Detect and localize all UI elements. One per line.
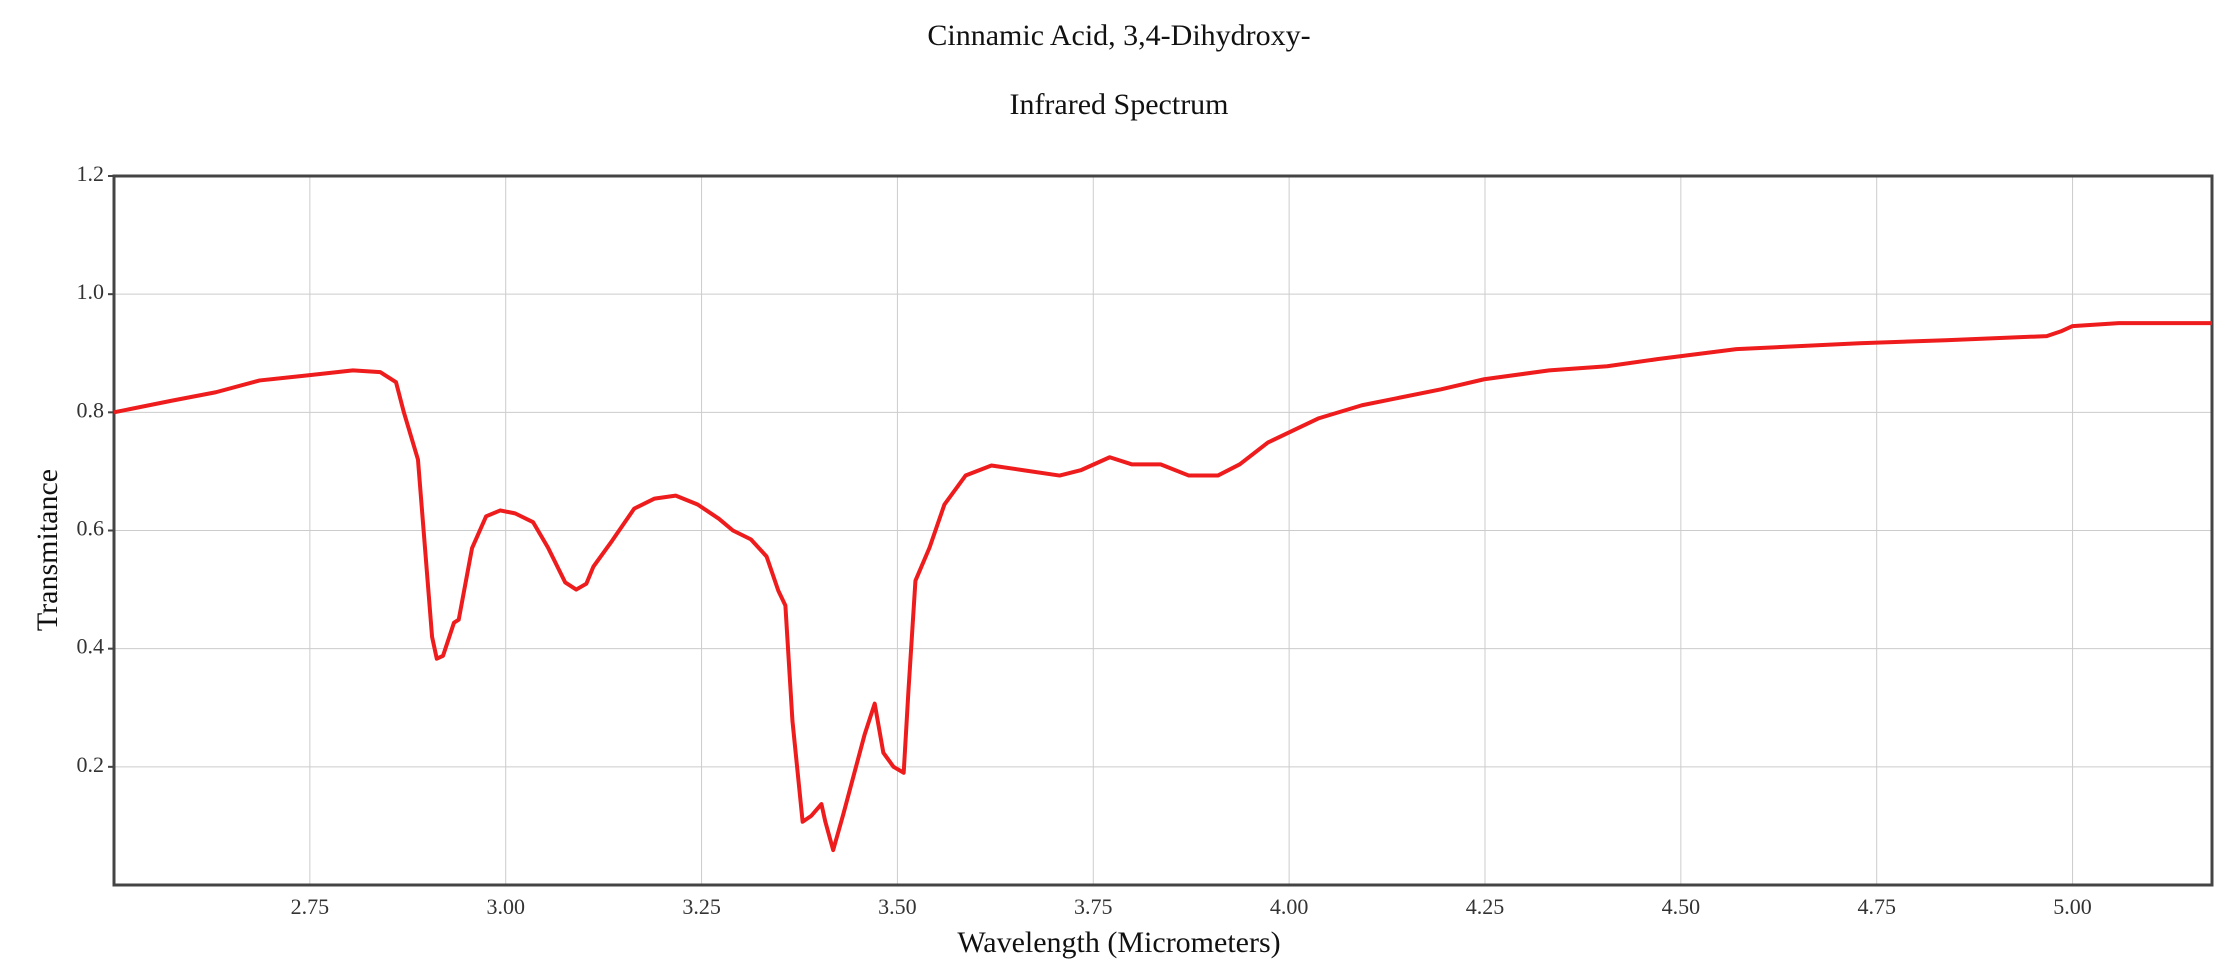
y-tick-label: 0.6 (77, 516, 105, 541)
y-tick-label: 0.4 (77, 634, 105, 659)
x-tick-label: 4.25 (1466, 894, 1505, 919)
y-axis-label: Transmitance (31, 469, 64, 631)
y-tick-label: 0.2 (77, 752, 105, 777)
x-tick-label: 3.50 (878, 894, 917, 919)
x-tick-label: 3.25 (682, 894, 721, 919)
chart-title: Cinnamic Acid, 3,4-Dihydroxy- (927, 19, 1310, 52)
x-tick-label: 5.00 (2053, 894, 2092, 919)
x-tick-label: 4.00 (1270, 894, 1309, 919)
y-tick-label: 1.0 (77, 279, 105, 304)
chart-subtitle: Infrared Spectrum (1009, 88, 1228, 121)
spectrum-line (113, 321, 2212, 853)
x-tick-label: 4.50 (1662, 894, 1701, 919)
x-tick-label: 3.75 (1074, 894, 1113, 919)
x-tick-label: 4.75 (1857, 894, 1896, 919)
x-tick-label: 2.75 (291, 894, 330, 919)
y-tick-label: 0.8 (77, 397, 105, 422)
y-tick-label: 1.2 (77, 161, 105, 186)
x-tick-label: 3.00 (486, 894, 525, 919)
plot-frame (112, 174, 2214, 887)
x-axis-label: Wavelength (Micrometers) (957, 926, 1280, 959)
